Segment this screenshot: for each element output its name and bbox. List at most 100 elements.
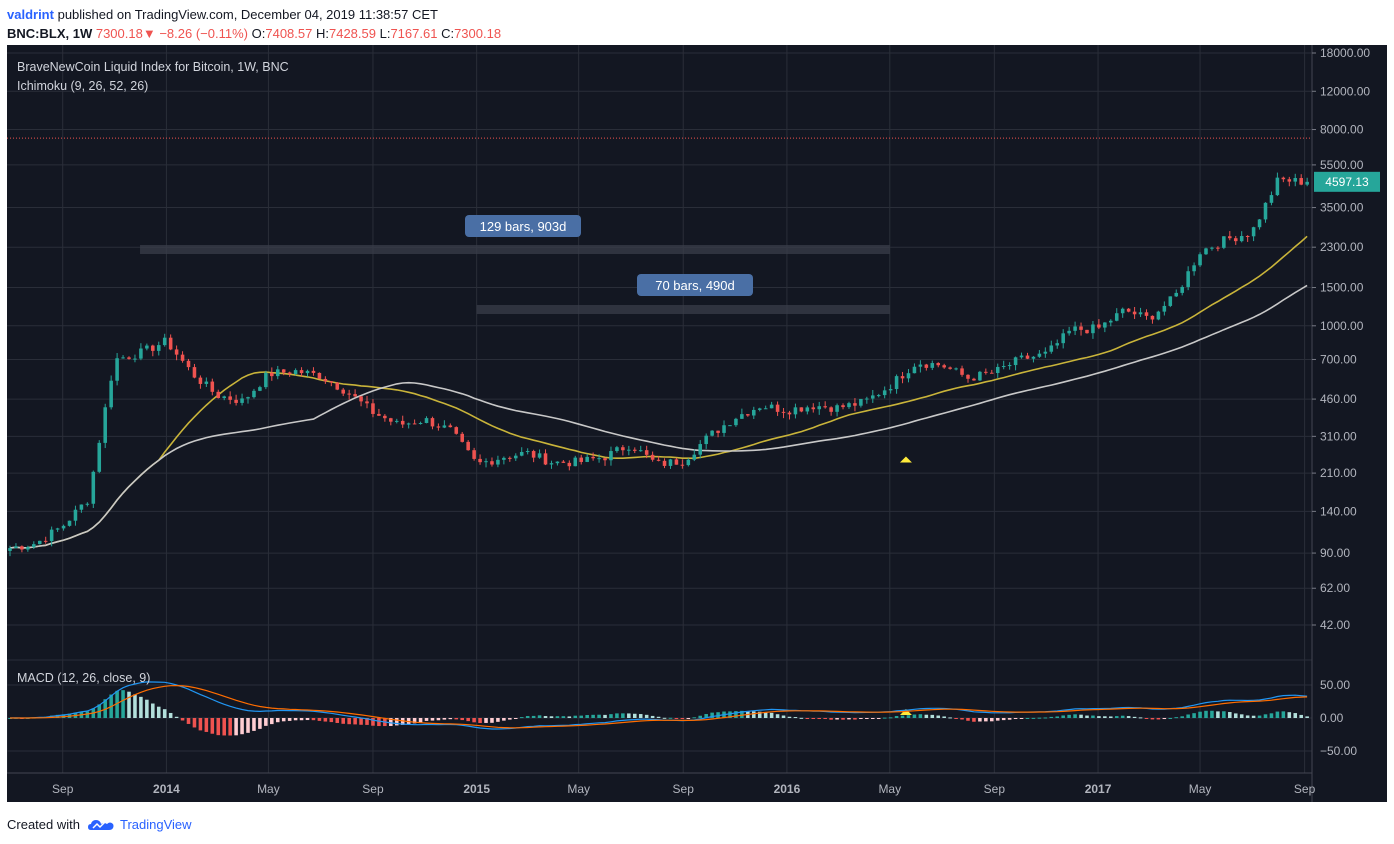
macd-histogram-bar — [133, 694, 137, 718]
macd-histogram-bar — [436, 718, 441, 721]
candle-body — [287, 372, 292, 375]
candle-body — [484, 461, 488, 463]
candle-body — [805, 407, 810, 412]
macd-histogram-bar — [1091, 715, 1095, 718]
macd-histogram-bar — [1281, 711, 1286, 718]
up-arrow-marker-icon — [899, 456, 912, 463]
macd-histogram-bar — [728, 711, 732, 718]
tradingview-link[interactable]: TradingView — [120, 817, 192, 832]
published-text: published on TradingView.com, December 0… — [57, 7, 438, 22]
macd-histogram-bar — [424, 718, 429, 721]
candle-body — [264, 372, 268, 388]
candle-body — [317, 372, 322, 379]
candle-body — [472, 450, 476, 459]
candle-body — [995, 366, 1000, 374]
price-tick-label: 90.00 — [1320, 546, 1350, 560]
candle-body — [466, 441, 470, 451]
candle-body — [1186, 271, 1190, 287]
candle-body — [32, 544, 36, 548]
candle-body — [1138, 312, 1143, 315]
price-tick-label: 1500.00 — [1320, 281, 1364, 295]
macd-histogram-bar — [1263, 714, 1268, 718]
macd-histogram-bar — [525, 716, 530, 718]
macd-histogram-bar — [1162, 718, 1167, 720]
macd-histogram-bar — [1251, 715, 1256, 718]
macd-histogram-bar — [478, 718, 482, 724]
macd-histogram-bar — [1061, 715, 1065, 718]
macd-histogram-bar — [139, 696, 143, 718]
down-arrow-icon: ▼ — [142, 26, 156, 41]
candle-body — [299, 370, 304, 374]
macd-histogram-bar — [1287, 712, 1292, 718]
candle-body — [353, 394, 357, 397]
candle-body — [448, 425, 453, 428]
candle-body — [1085, 329, 1089, 334]
candles — [8, 172, 1309, 557]
macd-histogram-bar — [740, 710, 744, 718]
author-link[interactable]: valdrint — [7, 7, 54, 22]
macd-histogram-bar — [793, 717, 798, 719]
macd-histogram-bar — [341, 718, 345, 724]
candle-body — [174, 349, 179, 355]
candle-body — [865, 398, 869, 400]
candle-body — [918, 364, 923, 367]
candle-body — [1114, 313, 1119, 321]
macd-histogram-bar — [472, 718, 476, 723]
price-tick-label: 62.00 — [1320, 581, 1350, 595]
candle-body — [1043, 351, 1048, 354]
macd-histogram-bar — [734, 711, 738, 718]
macd-histogram-bar — [698, 715, 703, 718]
macd-histogram-bar — [835, 718, 839, 720]
macd-histogram-bar — [1120, 715, 1125, 718]
macd-histogram-bar — [519, 717, 524, 719]
candle-body — [43, 540, 48, 542]
candle-body — [1055, 343, 1060, 346]
time-tick-label: May — [257, 782, 280, 796]
candle-body — [335, 382, 340, 390]
macd-histogram-bar — [1150, 718, 1155, 720]
candle-body — [234, 399, 238, 403]
close-value: 7300.18 — [454, 26, 502, 41]
macd-histogram-bar — [1269, 713, 1274, 718]
candle-body — [508, 457, 512, 459]
macd-histogram-bar — [335, 718, 340, 723]
candle-body — [1198, 254, 1202, 266]
macd-histogram-bar — [823, 718, 827, 719]
symbol-label: BNC:BLX, 1W — [7, 26, 93, 41]
price-tick-label: 2300.00 — [1320, 240, 1364, 254]
macd-histogram-bar — [311, 718, 316, 721]
price-tick-label: 42.00 — [1320, 618, 1350, 632]
candle-body — [365, 401, 369, 404]
candle-body — [1031, 356, 1036, 359]
candle-body — [1293, 178, 1298, 182]
candle-body — [1109, 320, 1113, 323]
chart-area[interactable]: 18000.00 12000.00 8000.00 5500.00 3500.00 230… — [7, 45, 1387, 802]
candle-body — [246, 397, 250, 399]
candle-body — [793, 407, 798, 415]
macd-histogram-bar — [882, 717, 887, 719]
macd-histogram-bar — [377, 718, 381, 727]
candle-body — [686, 459, 691, 466]
candle-body — [1025, 355, 1030, 359]
macd-histogram-bar — [1043, 717, 1048, 719]
candle-body — [757, 408, 762, 410]
candle-body — [781, 411, 786, 413]
candle-body — [216, 391, 221, 399]
candle-body — [662, 460, 667, 466]
time-tick-label: 2015 — [463, 782, 490, 796]
candle-body — [573, 457, 578, 467]
candle-body — [85, 503, 90, 505]
macd-histogram-bar — [1239, 714, 1244, 718]
candle-body — [383, 415, 387, 419]
time-tick-label: May — [567, 782, 590, 796]
macd-histogram-bar — [1067, 714, 1071, 718]
candle-body — [394, 420, 399, 422]
macd-histogram-bar — [1085, 715, 1089, 718]
macd-histogram-bar — [752, 711, 756, 718]
candle-body — [460, 433, 464, 442]
macd-histogram-bar — [555, 716, 560, 718]
macd-histogram-bar — [1073, 714, 1077, 718]
candle-body — [1156, 311, 1161, 320]
macd-histogram-bar — [389, 718, 393, 726]
time-tick-label: May — [878, 782, 901, 796]
